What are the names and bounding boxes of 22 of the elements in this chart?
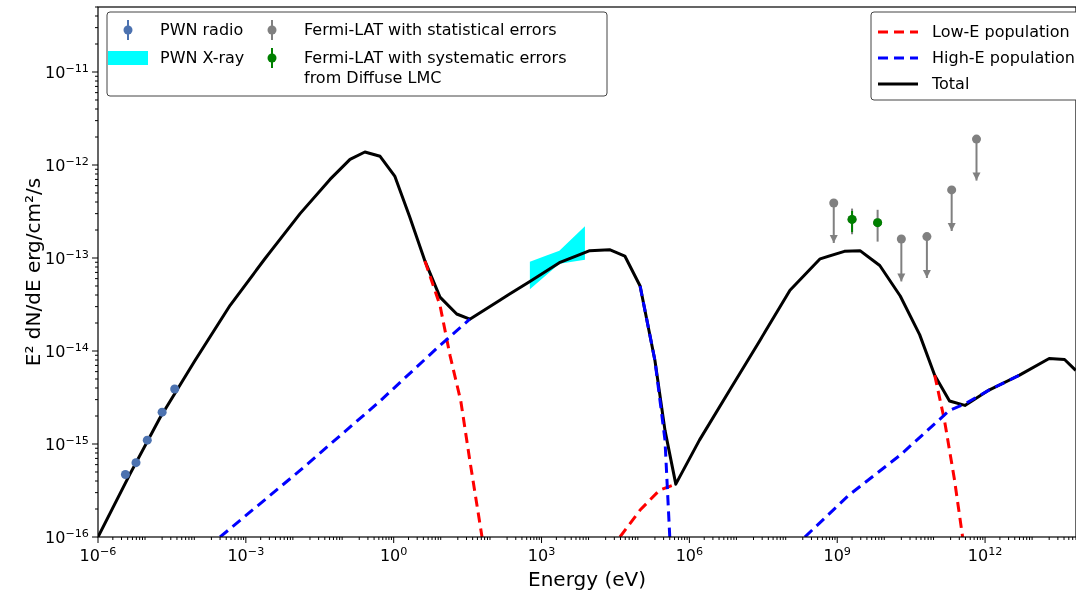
x-tick-label: 10$^{6}$ [675,544,704,565]
legend-label: High-E population [932,48,1075,67]
x-tick-label: 10$^{3}$ [527,544,556,565]
y-tick-label: 10$^{−13}$ [45,247,89,268]
y-tick-label: 10$^{−16}$ [45,526,89,547]
x-tick-label: 10$^{0}$ [379,544,408,565]
y-tick-label: 10$^{−14}$ [45,340,89,361]
legend-label: Fermi-LAT with systematic errors from Diffuse LMC [304,48,567,87]
x-tick-label: 10$^{9}$ [823,544,851,565]
y-tick-label: 10$^{−15}$ [45,433,89,454]
legend-label: PWN X-ray [160,48,245,67]
legend-label: PWN radio [160,20,244,39]
x-tick-label: 10$^{−6}$ [79,544,117,565]
x-tick-label: 10$^{−3}$ [227,544,265,565]
legend-label: Low-E population [932,22,1070,41]
legend-label: Fermi-LAT with statistical errors [304,20,557,39]
x-tick-label: 10$^{12}$ [967,544,1003,565]
legend-label: Total [931,74,970,93]
y-axis-title: E² dN/dE erg/cm²/s [21,177,45,367]
y-tick-label: 10$^{−11}$ [45,61,89,82]
y-tick-label: 10$^{−12}$ [45,154,89,175]
x-axis-title: Energy (eV) [528,567,646,591]
